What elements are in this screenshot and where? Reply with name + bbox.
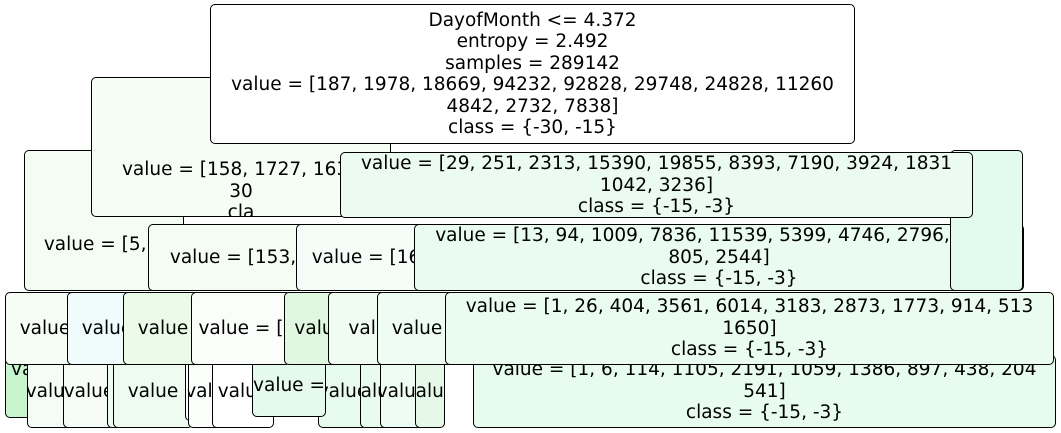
- tree-node-d3h: value = [1, 26, 404, 3561, 6014, 3183, 2…: [445, 292, 1054, 365]
- node-text-line: class = {-15, -3}: [670, 339, 829, 361]
- node-text-line: value: [415, 380, 444, 402]
- node-text-line: class = {-15, -3}: [640, 268, 798, 290]
- tree-node-d5b: value = [29, 251, 2313, 15390, 19855, 83…: [340, 152, 973, 218]
- node-text-line: value: [137, 317, 189, 339]
- node-text-line: value = [187, 1978, 18669, 94232, 92828,…: [231, 74, 834, 95]
- node-text-line: 1650]: [722, 317, 777, 339]
- node-text-line: cla: [227, 202, 255, 217]
- tree-node-root: DayofMonth <= 4.372 entropy = 2.492 sample…: [210, 4, 855, 144]
- tree-node-d2d: value: [113, 355, 193, 428]
- node-text-line: class = {-30, -15}: [448, 117, 617, 138]
- node-text-line: 4842, 2732, 7838]: [446, 95, 619, 117]
- tree-node-d3c: value: [123, 292, 203, 365]
- tree-node-d2m: value = [1, 6, 114, 1105, 2191, 1059, 13…: [473, 355, 1056, 428]
- node-text-line: value: [63, 380, 115, 402]
- tree-node-d2b: value: [63, 355, 115, 428]
- node-text-line: 805, 2544]: [668, 246, 770, 268]
- node-text-line: value: [81, 317, 133, 339]
- node-text-line: value = [13, 94, 1009, 7836, 11539, 5399…: [435, 225, 1003, 247]
- node-text-line: value = [16: [311, 246, 421, 268]
- node-text-line: entropy = 2.492: [456, 31, 609, 52]
- node-text-line: 541]: [743, 380, 786, 402]
- node-text-line: value = [158, 1727, 1635: [121, 159, 360, 180]
- node-text-line: value = [153,: [169, 246, 297, 268]
- tree-node-d2i: value =: [252, 355, 326, 417]
- tree-node-d4c: value = [16: [296, 224, 436, 291]
- node-text-line: value = [: [198, 317, 284, 339]
- node-text-line: class = {-15, -3}: [685, 402, 844, 424]
- node-text-line: value: [391, 317, 443, 339]
- tree-node-d2n: value: [415, 355, 445, 428]
- node-text-line: value: [127, 380, 179, 402]
- node-text-line: value: [381, 380, 423, 402]
- node-text-line: value = [5, 4: [43, 234, 165, 255]
- tree-node-d3g: value: [377, 292, 457, 365]
- node-text-line: value: [27, 380, 75, 402]
- node-text-line: value: [19, 317, 71, 339]
- node-text-line: 30: [229, 180, 253, 202]
- node-text-line: DayofMonth <= 4.372: [428, 9, 637, 31]
- node-text-line: value = [29, 251, 2313, 15390, 19855, 83…: [360, 153, 953, 174]
- node-text-line: value = [1, 26, 404, 3561, 6014, 3183, 2…: [465, 296, 1034, 318]
- node-text-line: value: [318, 380, 368, 402]
- tree-node-d4b: value = [153,: [148, 224, 318, 291]
- node-text-line: valu: [294, 317, 334, 339]
- tree-node-d2h: value: [318, 355, 368, 428]
- node-text-line: samples = 289142: [445, 52, 620, 74]
- node-text-line: class = {-15, -3}: [577, 196, 736, 217]
- node-text-line: 1042, 3236]: [599, 174, 714, 196]
- tree-node-d4d: value = [13, 94, 1009, 7836, 11539, 5399…: [414, 224, 1024, 291]
- node-text-line: value =: [253, 375, 325, 397]
- tree-node-d3d: value = [: [191, 292, 291, 365]
